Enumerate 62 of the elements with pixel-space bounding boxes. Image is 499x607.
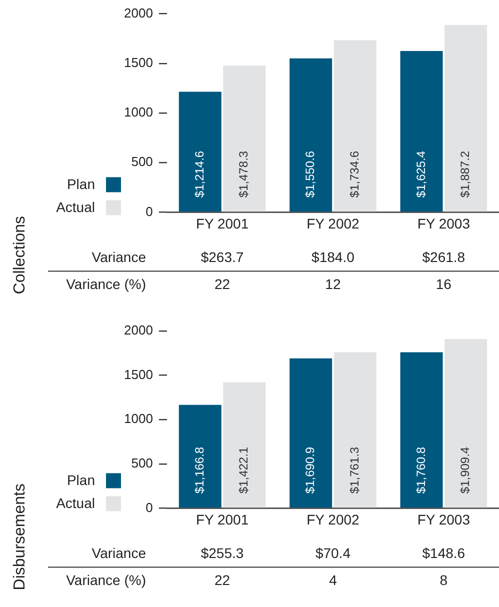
bar (444, 339, 488, 508)
y-tick-label: 1000 (124, 104, 153, 120)
data-label: $1,478.3 (236, 150, 251, 198)
y-tick-label: 0 (146, 204, 153, 219)
text: Variance (92, 545, 146, 562)
bar (178, 404, 222, 508)
y-axis-title: Collections (11, 216, 28, 294)
text: 4 (329, 572, 338, 588)
bar (444, 24, 488, 212)
data-label: $1,887.2 (458, 150, 472, 198)
x-tick-label: FY 2001 (196, 215, 249, 232)
bar (290, 58, 332, 212)
legend-label: Actual (56, 199, 95, 216)
data-label: $1,625.4 (414, 150, 428, 198)
bar (334, 40, 376, 212)
y-tick-label: 2000 (124, 322, 153, 338)
text: $261.8 (422, 249, 466, 266)
x-tick-label: FY 2002 (306, 215, 360, 232)
legend-label: Plan (66, 472, 95, 488)
text: $255.3 (200, 545, 244, 562)
text: 12 (325, 276, 341, 292)
text: $263.7 (200, 249, 244, 266)
text: Variance (%) (66, 276, 146, 292)
bar (178, 92, 222, 212)
text: $184.0 (312, 249, 355, 266)
x-tick-label: FY 2003 (417, 511, 470, 528)
data-label: $1,690.9 (303, 446, 318, 494)
legend-label: Plan (66, 176, 95, 192)
data-label: $1,734.6 (347, 150, 362, 198)
bar (223, 382, 266, 508)
bar (223, 66, 266, 212)
x-tick-label: FY 2002 (306, 511, 360, 528)
y-tick-label: 0 (146, 500, 153, 515)
bar (290, 358, 332, 508)
data-label: $1,761.3 (347, 446, 362, 494)
text: 22 (214, 572, 230, 588)
y-tick-label: 2000 (124, 5, 153, 20)
text: 22 (214, 276, 230, 292)
text: Variance (%) (66, 572, 146, 588)
data-label: $1,214.6 (192, 150, 206, 198)
bar (400, 352, 443, 508)
data-label: $1,909.4 (458, 446, 472, 494)
y-axis-title: Disbursements (11, 483, 28, 590)
bar (400, 50, 443, 212)
legend-label: Actual (56, 495, 95, 512)
y-tick-label: 1500 (124, 366, 153, 382)
x-tick-label: FY 2003 (417, 215, 470, 232)
y-tick-label: 1000 (124, 411, 153, 426)
text: $148.6 (422, 545, 466, 562)
data-label: $1,550.6 (303, 150, 318, 198)
data-label: $1,166.8 (192, 446, 206, 494)
y-tick-label: 1500 (124, 54, 153, 70)
data-label: $1,422.1 (236, 446, 251, 494)
y-tick-label: 500 (131, 455, 153, 470)
text: Variance (92, 249, 146, 266)
text: $70.4 (315, 545, 351, 562)
data-label: $1,760.8 (414, 446, 428, 494)
text: 16 (436, 276, 452, 292)
x-tick-label: FY 2001 (196, 511, 249, 528)
bar (334, 352, 376, 508)
y-tick-label: 500 (131, 154, 153, 170)
text: 8 (440, 572, 448, 588)
